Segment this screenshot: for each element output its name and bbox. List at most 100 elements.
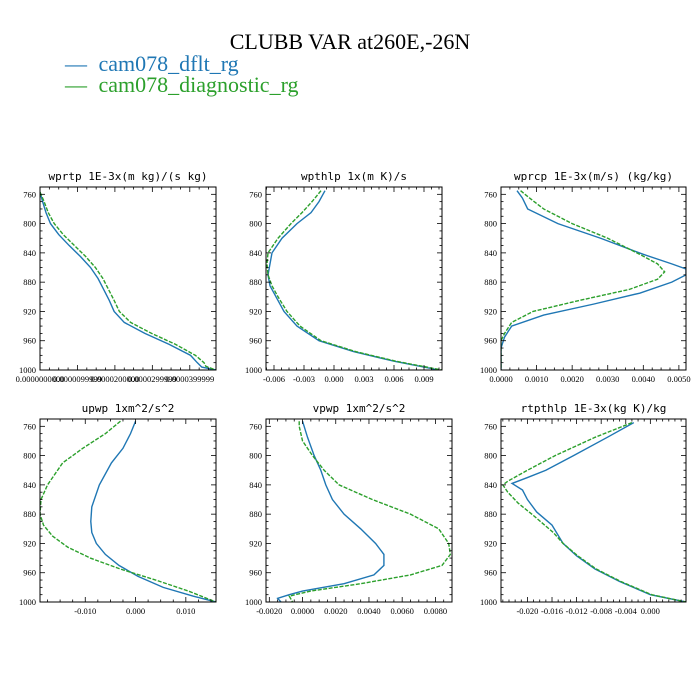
x-tick-label: -0.008 [590, 606, 612, 616]
y-tick-label: 840 [249, 248, 262, 258]
x-tick-label: 0.0080 [424, 606, 447, 616]
y-tick-label: 840 [484, 480, 497, 490]
y-tick-label: 800 [23, 219, 36, 229]
y-tick-label: 960 [249, 568, 262, 578]
legend-label-dflt: cam078_dflt_rg [99, 51, 239, 76]
legend-marker-diagnostic: — [64, 72, 88, 97]
y-tick-label: 920 [484, 306, 497, 316]
y-tick-label: 760 [484, 189, 497, 199]
x-tick-label: 0.003 [354, 374, 373, 384]
x-tick-label: 0.0060 [390, 606, 413, 616]
y-tick-label: 920 [484, 538, 497, 548]
y-tick-label: 880 [23, 509, 36, 519]
series-line-dflt [501, 190, 686, 370]
plot-frame [265, 186, 443, 371]
panel-grid: wprtp 1E-3x(m kg)/(s kg) 760 800 840 880 920 9… [16, 170, 691, 616]
panel-wpthlp: wpthlp 1x(m K)/s7608008408809209601000-0… [245, 170, 443, 384]
panel-title-wprcp: wprcp 1E-3x(m/s) (kg/kg) [514, 170, 673, 183]
y-tick-label: 840 [484, 248, 497, 258]
series-line-dflt [510, 422, 686, 602]
y-tick-label: 800 [484, 451, 497, 461]
y-tick-label: 760 [249, 421, 262, 431]
x-tick-label: 0.0000 [291, 606, 314, 616]
x-tick-label: -0.012 [566, 606, 588, 616]
series-line-diagnostic [288, 421, 452, 602]
x-tick-label: 0.0020 [560, 374, 583, 384]
y-tick-label: 920 [23, 306, 36, 316]
panel-rtpthlp: rtpthlp 1E-3x(kg K)/kg 760 800 840 880 920 960… [480, 402, 687, 616]
panel-title-vpwp: vpwp 1xm^2/s^2 [313, 402, 406, 415]
y-tick-label: 960 [249, 336, 262, 346]
x-tick-label: 0.0010 [525, 374, 548, 384]
series-line-diagnostic [40, 420, 216, 602]
series-line-diagnostic [266, 190, 442, 370]
x-tick-label: 0.0050 [667, 374, 690, 384]
y-tick-label: 1000 [245, 365, 262, 375]
panel-upwp: upwp 1xm^2/s^2 760 800 840 880 920 960 1000 -0.0… [19, 402, 217, 616]
x-tick-label: 0.0000 [489, 374, 512, 384]
y-tick-label: 760 [484, 421, 497, 431]
x-tick-label: -0.010 [74, 606, 96, 616]
y-tick-label: 920 [249, 306, 262, 316]
x-tick-label: 0.009 [414, 374, 433, 384]
panel-title-upwp: upwp 1xm^2/s^2 [82, 402, 175, 415]
x-tick-label: -0.020 [516, 606, 538, 616]
figure-title: CLUBB VAR at260E,-26N [230, 29, 471, 54]
y-tick-label: 960 [484, 336, 497, 346]
series-line-diagnostic [501, 190, 666, 370]
plot-frame [500, 418, 687, 603]
legend-entry-dflt: — cam078_dflt_rg [64, 51, 239, 76]
y-tick-label: 800 [484, 219, 497, 229]
y-tick-label: 1000 [245, 597, 262, 607]
panel-title-rtpthlp: rtpthlp 1E-3x(kg K)/kg [521, 402, 667, 415]
y-tick-label: 920 [23, 538, 36, 548]
y-tick-label: 880 [249, 277, 262, 287]
y-tick-label: 1000 [480, 365, 497, 375]
series-line-dflt [267, 190, 440, 370]
series-line-dflt [276, 420, 385, 602]
series-line-diagnostic [501, 422, 686, 602]
legend-entry-diagnostic: — cam078_diagnostic_rg [64, 72, 299, 97]
panel-wprcp: wprcp 1E-3x(m/s) (kg/kg) 760 800 840 880 920 9… [480, 170, 691, 384]
y-tick-label: 800 [249, 451, 262, 461]
legend: — cam078_dflt_rg — cam078_diagnostic_rg [64, 51, 299, 97]
y-tick-label: 760 [249, 189, 262, 199]
series-line-diagnostic [40, 191, 216, 370]
x-tick-label: 0.0020 [324, 606, 347, 616]
x-tick-label: -0.004 [615, 606, 638, 616]
x-tick-label: 0.006 [384, 374, 403, 384]
panel-title-wpthlp: wpthlp 1x(m K)/s [301, 170, 407, 183]
x-tick-label: 0.0000299999 [128, 374, 177, 384]
x-tick-label: 0.0000399999 [165, 374, 214, 384]
plot-frame [265, 418, 453, 603]
x-tick-label: 0.000 [641, 606, 660, 616]
x-tick-label: 0.0000099999 [53, 374, 102, 384]
y-tick-label: 960 [23, 336, 36, 346]
y-tick-label: 960 [23, 568, 36, 578]
y-tick-label: 760 [23, 189, 36, 199]
x-tick-label: 0.0000200000 [90, 374, 139, 384]
y-tick-label: 760 [23, 421, 36, 431]
x-tick-label: 0.0040 [357, 606, 380, 616]
plot-frame [39, 186, 217, 371]
series-line-dflt [40, 191, 216, 370]
y-tick-label: 1000 [480, 597, 497, 607]
x-tick-label: -0.0020 [256, 606, 282, 616]
y-tick-label: 960 [484, 568, 497, 578]
x-tick-label: 0.0040 [632, 374, 655, 384]
y-tick-label: 840 [23, 248, 36, 258]
y-tick-label: 880 [484, 277, 497, 287]
legend-label-diagnostic: cam078_diagnostic_rg [99, 72, 299, 97]
plot-frame [39, 418, 217, 603]
x-tick-label: -0.006 [263, 374, 285, 384]
plot-frame [500, 186, 687, 371]
x-tick-label: -0.016 [541, 606, 563, 616]
y-tick-label: 1000 [19, 365, 36, 375]
legend-marker-dflt: — [64, 51, 88, 76]
y-tick-label: 880 [484, 509, 497, 519]
y-tick-label: 880 [249, 509, 262, 519]
x-tick-label: 0.000 [126, 606, 145, 616]
panel-wprtp: wprtp 1E-3x(m kg)/(s kg) 760 800 840 880 920 9… [16, 170, 217, 384]
x-tick-label: 0.0030 [596, 374, 619, 384]
